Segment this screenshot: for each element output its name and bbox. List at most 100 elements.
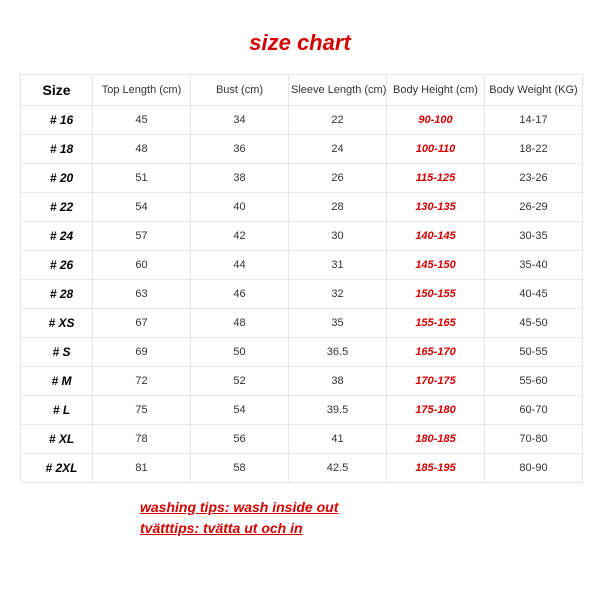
cell-top-length: 67 xyxy=(93,309,191,338)
table-header-row: Size Top Length (cm) Bust (cm) Sleeve Le… xyxy=(21,75,583,106)
cell-sleeve: 31 xyxy=(289,251,387,280)
cell-bust: 38 xyxy=(191,164,289,193)
table-row: # S695036.5165-17050-55 xyxy=(21,338,583,367)
cell-bust: 44 xyxy=(191,251,289,280)
cell-top-length: 63 xyxy=(93,280,191,309)
table-row: # 28634632150-15540-45 xyxy=(21,280,583,309)
cell-bust: 58 xyxy=(191,454,289,483)
cell-sleeve: 26 xyxy=(289,164,387,193)
cell-top-length: 57 xyxy=(93,222,191,251)
cell-size: # M xyxy=(21,367,93,396)
cell-bust: 52 xyxy=(191,367,289,396)
cell-size: # 16 xyxy=(21,106,93,135)
cell-top-length: 72 xyxy=(93,367,191,396)
cell-top-length: 81 xyxy=(93,454,191,483)
cell-top-length: 69 xyxy=(93,338,191,367)
table-row: # 18483624100-11018-22 xyxy=(21,135,583,164)
col-bust: Bust (cm) xyxy=(191,75,289,106)
cell-body-height: 175-180 xyxy=(387,396,485,425)
cell-sleeve: 28 xyxy=(289,193,387,222)
col-size: Size xyxy=(21,75,93,106)
table-row: # XS674835155-16545-50 xyxy=(21,309,583,338)
cell-body-height: 150-155 xyxy=(387,280,485,309)
cell-body-height: 185-195 xyxy=(387,454,485,483)
cell-body-height: 170-175 xyxy=(387,367,485,396)
cell-body-weight: 23-26 xyxy=(485,164,583,193)
table-row: # 24574230140-14530-35 xyxy=(21,222,583,251)
tip-line-2: tvätttips: tvätta ut och in xyxy=(140,518,580,539)
cell-size: # 24 xyxy=(21,222,93,251)
cell-size: # 22 xyxy=(21,193,93,222)
size-table: Size Top Length (cm) Bust (cm) Sleeve Le… xyxy=(20,74,583,483)
cell-bust: 36 xyxy=(191,135,289,164)
cell-size: # 20 xyxy=(21,164,93,193)
cell-size: # S xyxy=(21,338,93,367)
cell-sleeve: 35 xyxy=(289,309,387,338)
cell-body-weight: 50-55 xyxy=(485,338,583,367)
cell-body-height: 115-125 xyxy=(387,164,485,193)
cell-body-height: 155-165 xyxy=(387,309,485,338)
table-row: # 2XL815842.5185-19580-90 xyxy=(21,454,583,483)
cell-body-weight: 80-90 xyxy=(485,454,583,483)
table-row: # 26604431145-15035-40 xyxy=(21,251,583,280)
table-row: # L755439.5175-18060-70 xyxy=(21,396,583,425)
washing-tips: washing tips: wash inside out tvätttips:… xyxy=(20,497,580,539)
cell-bust: 56 xyxy=(191,425,289,454)
chart-title: size chart xyxy=(20,30,580,56)
cell-bust: 34 xyxy=(191,106,289,135)
cell-size: # L xyxy=(21,396,93,425)
col-top-length: Top Length (cm) xyxy=(93,75,191,106)
col-sleeve: Sleeve Length (cm) xyxy=(289,75,387,106)
table-row: # 20513826115-12523-26 xyxy=(21,164,583,193)
cell-top-length: 51 xyxy=(93,164,191,193)
cell-sleeve: 32 xyxy=(289,280,387,309)
cell-sleeve: 38 xyxy=(289,367,387,396)
table-row: # XL785641180-18570-80 xyxy=(21,425,583,454)
cell-body-height: 145-150 xyxy=(387,251,485,280)
cell-bust: 54 xyxy=(191,396,289,425)
cell-body-height: 140-145 xyxy=(387,222,485,251)
cell-bust: 40 xyxy=(191,193,289,222)
cell-sleeve: 30 xyxy=(289,222,387,251)
tip-line-1: washing tips: wash inside out xyxy=(140,497,580,518)
cell-size: # XS xyxy=(21,309,93,338)
cell-top-length: 54 xyxy=(93,193,191,222)
table-row: # 22544028130-13526-29 xyxy=(21,193,583,222)
cell-top-length: 60 xyxy=(93,251,191,280)
cell-top-length: 45 xyxy=(93,106,191,135)
col-body-height: Body Height (cm) xyxy=(387,75,485,106)
cell-body-height: 165-170 xyxy=(387,338,485,367)
cell-sleeve: 24 xyxy=(289,135,387,164)
cell-body-weight: 60-70 xyxy=(485,396,583,425)
cell-body-height: 90-100 xyxy=(387,106,485,135)
col-body-weight: Body Weight (KG) xyxy=(485,75,583,106)
cell-body-height: 100-110 xyxy=(387,135,485,164)
cell-body-weight: 30-35 xyxy=(485,222,583,251)
table-row: # 1645342290-10014-17 xyxy=(21,106,583,135)
cell-bust: 46 xyxy=(191,280,289,309)
cell-body-weight: 14-17 xyxy=(485,106,583,135)
cell-body-weight: 18-22 xyxy=(485,135,583,164)
cell-sleeve: 36.5 xyxy=(289,338,387,367)
cell-size: # 26 xyxy=(21,251,93,280)
cell-sleeve: 42.5 xyxy=(289,454,387,483)
cell-sleeve: 39.5 xyxy=(289,396,387,425)
cell-size: # 2XL xyxy=(21,454,93,483)
cell-body-height: 130-135 xyxy=(387,193,485,222)
cell-size: # 28 xyxy=(21,280,93,309)
cell-top-length: 78 xyxy=(93,425,191,454)
cell-sleeve: 22 xyxy=(289,106,387,135)
cell-body-weight: 45-50 xyxy=(485,309,583,338)
cell-size: # XL xyxy=(21,425,93,454)
cell-top-length: 75 xyxy=(93,396,191,425)
cell-body-weight: 40-45 xyxy=(485,280,583,309)
cell-bust: 42 xyxy=(191,222,289,251)
cell-size: # 18 xyxy=(21,135,93,164)
cell-bust: 48 xyxy=(191,309,289,338)
cell-top-length: 48 xyxy=(93,135,191,164)
cell-body-weight: 70-80 xyxy=(485,425,583,454)
cell-body-height: 180-185 xyxy=(387,425,485,454)
cell-body-weight: 55-60 xyxy=(485,367,583,396)
cell-bust: 50 xyxy=(191,338,289,367)
cell-body-weight: 26-29 xyxy=(485,193,583,222)
